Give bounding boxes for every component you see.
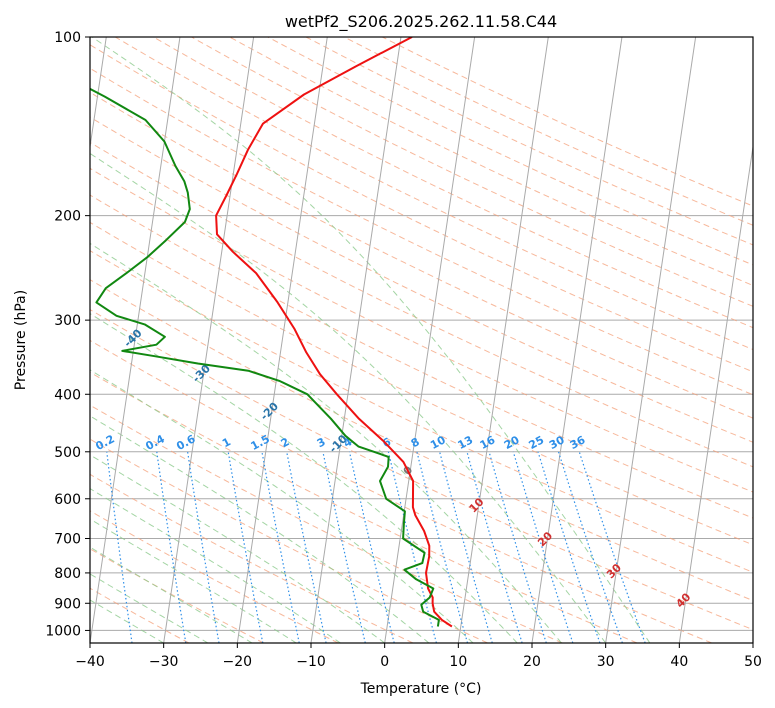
- mixing-ratio-label: 30: [547, 433, 567, 452]
- x-axis-ticks: −40 −30 −20 −10 0 10 20 30 40 50: [75, 643, 762, 670]
- isotherm-line: [236, 37, 328, 643]
- mixing-ratio-label: 36: [568, 433, 588, 452]
- isotherm-line: [90, 37, 107, 151]
- dry-adiabat-line: [90, 194, 753, 519]
- moist-adiabat-line: [90, 415, 430, 643]
- y-tick-label: 800: [54, 566, 81, 582]
- isotherm-line: [605, 37, 697, 643]
- isotherm-line: [384, 37, 476, 643]
- x-tick-label: 10: [449, 654, 467, 670]
- x-tick-label: −40: [75, 654, 105, 670]
- isotherm-gridlines: [90, 37, 753, 643]
- plot-area: -100-90-80-70-60-50-40-30-20-10010203040…: [90, 37, 753, 643]
- x-tick-label: 0: [380, 654, 389, 670]
- dry-adiabat-line: [90, 279, 753, 602]
- mixing-ratio-label: 13: [456, 433, 476, 452]
- isotherm-line: [531, 37, 623, 643]
- dry-adiabat-line: [90, 44, 753, 373]
- x-tick-label: −10: [296, 654, 326, 670]
- y-tick-label: 200: [54, 209, 81, 225]
- chart-title: wetPf2_S206.2025.262.11.58.C44: [285, 12, 557, 32]
- dry-adiabat-line: [90, 221, 753, 546]
- mixing-ratio-line: [348, 451, 395, 643]
- mixing-ratio-label: 16: [478, 433, 498, 452]
- moist-adiabat-line: [90, 152, 607, 643]
- dry-adiabat-line: [90, 67, 753, 396]
- moist-adiabat-line: [90, 454, 385, 643]
- moist-adiabat-line: [90, 546, 253, 643]
- mixing-ratio-line: [578, 451, 646, 643]
- mixing-ratio-label: 20: [502, 433, 522, 452]
- mixing-ratio-line: [261, 451, 300, 643]
- isotherm-line: [163, 37, 255, 643]
- moist-adiabat-line: [90, 242, 562, 643]
- dry-adiabats: [90, 37, 753, 643]
- dry-adiabat-line: [90, 404, 563, 643]
- x-tick-label: 30: [597, 654, 615, 670]
- y-axis-title: Pressure (hPa): [13, 290, 29, 390]
- dry-adiabat-line: [90, 308, 753, 631]
- mixing-ratio-lines: [106, 451, 646, 643]
- mixing-ratio-line: [557, 451, 623, 643]
- dry-adiabat-line: [153, 37, 753, 329]
- mixing-ratio-line: [439, 451, 493, 643]
- isotherm-line: [457, 37, 549, 643]
- isotherm-line: [678, 143, 753, 643]
- mixing-ratio-line: [466, 451, 523, 643]
- x-axis-title: Temperature (°C): [360, 681, 482, 697]
- x-tick-label: 40: [670, 654, 688, 670]
- mixing-ratio-line: [488, 451, 547, 643]
- dry-adiabat-line: [90, 548, 264, 643]
- plot-frame: [89, 36, 754, 644]
- y-tick-label: 300: [54, 313, 81, 329]
- mixing-ratio-line: [106, 451, 133, 643]
- dry-adiabat-line: [90, 116, 753, 443]
- moist-adiabat-line: [90, 573, 209, 643]
- y-tick-label: 700: [54, 532, 81, 548]
- mixing-ratio-line: [286, 451, 327, 643]
- y-tick-label: 100: [54, 30, 81, 46]
- mixing-ratio-label: 25: [527, 433, 547, 452]
- mixing-ratio-label: 10: [428, 433, 448, 452]
- moist-adiabat-line: [91, 37, 651, 643]
- y-axis-ticks: 100 200 300 400 500 600 700 800 900 1000: [45, 30, 90, 639]
- y-tick-label: 900: [54, 596, 81, 612]
- y-tick-label: 500: [54, 445, 81, 461]
- mixing-ratio-line: [322, 451, 366, 643]
- y-tick-label: 400: [54, 387, 81, 403]
- profile-series: [90, 37, 453, 628]
- mixing-ratio-line: [512, 451, 574, 643]
- dewpoint-line: [90, 87, 440, 627]
- y-tick-label: 1000: [45, 623, 81, 639]
- x-tick-label: −20: [223, 654, 253, 670]
- dry-adiabat-line: [90, 510, 339, 643]
- x-tick-label: 50: [744, 654, 762, 670]
- mixing-ratio-line: [537, 451, 601, 643]
- moist-adiabat-line: [90, 599, 164, 643]
- dry-adiabat-line: [90, 141, 753, 468]
- dry-adiabat-line: [90, 371, 638, 643]
- y-tick-label: 600: [54, 492, 81, 508]
- moist-adiabat-line: [90, 518, 297, 643]
- dry-adiabat-line: [90, 167, 753, 493]
- isotherm-line: [310, 37, 402, 643]
- isotherm-line: [90, 37, 181, 643]
- mixing-ratio-line: [416, 451, 469, 643]
- x-tick-label: −30: [149, 654, 179, 670]
- dry-adiabat-line: [191, 37, 753, 307]
- x-tick-label: 20: [523, 654, 541, 670]
